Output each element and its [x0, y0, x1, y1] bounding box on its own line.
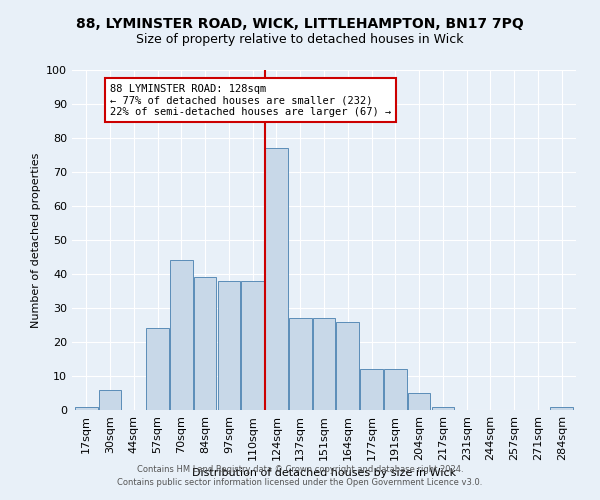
- Bar: [75, 406, 98, 410]
- Bar: [289, 318, 311, 410]
- Text: Contains HM Land Registry data © Crown copyright and database right 2024.: Contains HM Land Registry data © Crown c…: [137, 466, 463, 474]
- X-axis label: Distribution of detached houses by size in Wick: Distribution of detached houses by size …: [192, 468, 456, 478]
- Text: 88, LYMINSTER ROAD, WICK, LITTLEHAMPTON, BN17 7PQ: 88, LYMINSTER ROAD, WICK, LITTLEHAMPTON,…: [76, 18, 524, 32]
- Bar: [241, 281, 264, 410]
- Bar: [360, 369, 383, 410]
- Bar: [384, 369, 407, 410]
- Bar: [99, 390, 121, 410]
- Bar: [265, 148, 288, 410]
- Bar: [431, 406, 454, 410]
- Bar: [408, 393, 430, 410]
- Y-axis label: Number of detached properties: Number of detached properties: [31, 152, 41, 328]
- Bar: [146, 328, 169, 410]
- Bar: [550, 406, 573, 410]
- Bar: [313, 318, 335, 410]
- Bar: [194, 278, 217, 410]
- Bar: [337, 322, 359, 410]
- Text: 88 LYMINSTER ROAD: 128sqm
← 77% of detached houses are smaller (232)
22% of semi: 88 LYMINSTER ROAD: 128sqm ← 77% of detac…: [110, 84, 391, 117]
- Text: Size of property relative to detached houses in Wick: Size of property relative to detached ho…: [136, 32, 464, 46]
- Bar: [218, 281, 240, 410]
- Bar: [170, 260, 193, 410]
- Text: Contains public sector information licensed under the Open Government Licence v3: Contains public sector information licen…: [118, 478, 482, 487]
